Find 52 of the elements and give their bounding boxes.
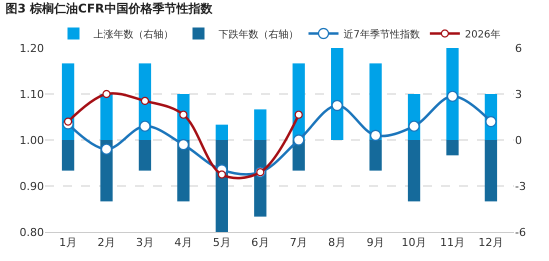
chart-title: 图3 棕榈仁油CFR中国价格季节性指数 — [5, 1, 214, 16]
point — [218, 170, 226, 179]
bar — [408, 140, 420, 202]
x-tick-label: 12月 — [478, 236, 504, 250]
bar — [484, 140, 498, 202]
bar — [216, 124, 228, 140]
point — [370, 130, 382, 141]
y-tick-label: 1.10 — [20, 88, 44, 101]
legend-label: 下跌年数（右轴） — [218, 28, 298, 40]
x-tick-label: 6月 — [251, 236, 270, 250]
legend-label: 2026年 — [464, 28, 500, 40]
point — [178, 139, 189, 150]
y2-tick-label: -3 — [515, 180, 526, 193]
point — [64, 118, 72, 126]
y-tick-label: 1.00 — [20, 134, 44, 147]
legend-label: 上涨年数（右轴） — [94, 28, 174, 40]
y2-tick-label: 0 — [515, 134, 522, 147]
y2-tick-label: 3 — [515, 88, 522, 101]
point — [179, 110, 188, 119]
x-tick-label: 7月 — [290, 236, 308, 250]
x-tick-label: 2月 — [98, 236, 116, 250]
point — [446, 90, 458, 102]
bar — [369, 140, 382, 171]
legend-label: 近7年季节性指数 — [344, 28, 420, 40]
y-tick-label: 0.80 — [20, 226, 44, 239]
bar — [100, 94, 113, 140]
bar — [331, 48, 344, 140]
y-tick-label: 0.90 — [20, 180, 44, 193]
point — [100, 144, 112, 155]
point — [294, 110, 303, 119]
point — [332, 100, 343, 112]
point — [139, 120, 151, 132]
point — [140, 96, 150, 105]
point — [293, 134, 304, 146]
x-tick-label: 1月 — [59, 236, 78, 250]
y2-tick-label: 6 — [515, 42, 522, 55]
x-tick-label: 9月 — [366, 236, 385, 250]
point — [102, 90, 111, 98]
y2-tick-label: -6 — [515, 226, 526, 239]
x-tick-label: 4月 — [174, 236, 192, 250]
bar — [138, 140, 152, 171]
x-tick-label: 8月 — [328, 236, 346, 250]
bar — [254, 109, 266, 140]
y-tick-label: 1.20 — [20, 42, 44, 55]
bar — [446, 140, 459, 156]
bar — [62, 140, 74, 171]
x-tick-label: 10月 — [402, 236, 427, 250]
x-tick-label: 11月 — [440, 236, 465, 250]
x-tick-label: 3月 — [136, 236, 154, 250]
bar — [446, 48, 459, 140]
x-tick-label: 5月 — [212, 236, 231, 250]
point — [408, 120, 420, 132]
